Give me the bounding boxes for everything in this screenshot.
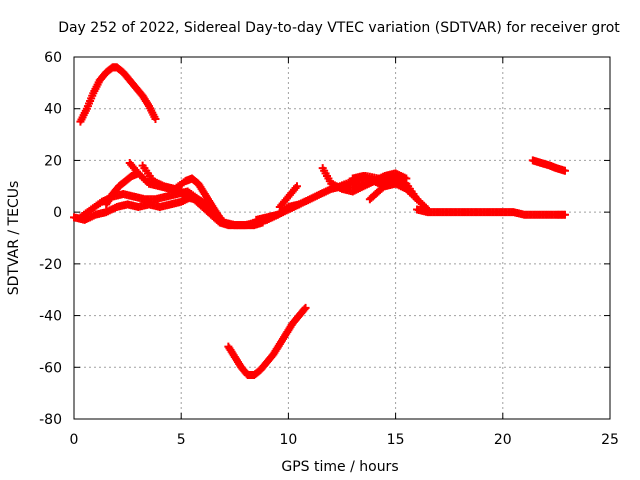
y-tick-label: -80: [39, 412, 62, 428]
y-tick-label: 0: [53, 205, 62, 221]
data-point: [402, 174, 411, 183]
series-arc-bump-four: [138, 161, 222, 219]
data-point: [381, 180, 390, 189]
y-tick-label: -40: [39, 309, 62, 325]
data-point: [560, 166, 569, 175]
data-point: [151, 115, 160, 124]
y-tick-label: -60: [39, 360, 62, 376]
data-point: [301, 303, 310, 312]
x-tick-label: 15: [387, 432, 405, 448]
y-axis-label: SDTVAR / TECUs: [6, 181, 22, 296]
data-point: [413, 195, 422, 204]
x-tick-label: 25: [601, 432, 619, 448]
plot-frame: [73, 56, 611, 420]
y-tick-label: -20: [39, 257, 62, 273]
data-point: [408, 190, 417, 199]
data-point: [300, 305, 309, 314]
series-arc-high-hump: [76, 63, 160, 126]
data-point: [560, 210, 569, 219]
series-arc-afternoon-flat: [413, 205, 569, 219]
chart-title: Day 252 of 2022, Sidereal Day-to-day VTE…: [58, 20, 620, 36]
series-arc-late-high: [528, 156, 569, 175]
y-tick-label: 60: [44, 50, 62, 66]
data-point: [383, 179, 392, 188]
series-arc-pre-dip: [181, 192, 267, 230]
series-arc-midday-b: [275, 182, 301, 211]
x-tick-label: 20: [494, 432, 512, 448]
x-tick-label: 5: [177, 432, 186, 448]
data-points: [70, 63, 569, 380]
series-arc-midday-e: [335, 171, 417, 199]
x-tick-label: 0: [70, 432, 79, 448]
axis-ticks: 0 5 10 15 20 25 -80 -60 -40 -20 0 20 40 60: [39, 50, 619, 448]
data-point: [292, 182, 301, 191]
y-tick-label: 40: [44, 102, 62, 118]
x-tick-label: 10: [279, 432, 297, 448]
series-arc-midday-f: [365, 179, 392, 204]
series-arc-v-dip: [224, 303, 310, 380]
data-point: [407, 188, 416, 197]
y-tick-label: 20: [44, 153, 62, 169]
x-axis-label: GPS time / hours: [281, 459, 398, 475]
